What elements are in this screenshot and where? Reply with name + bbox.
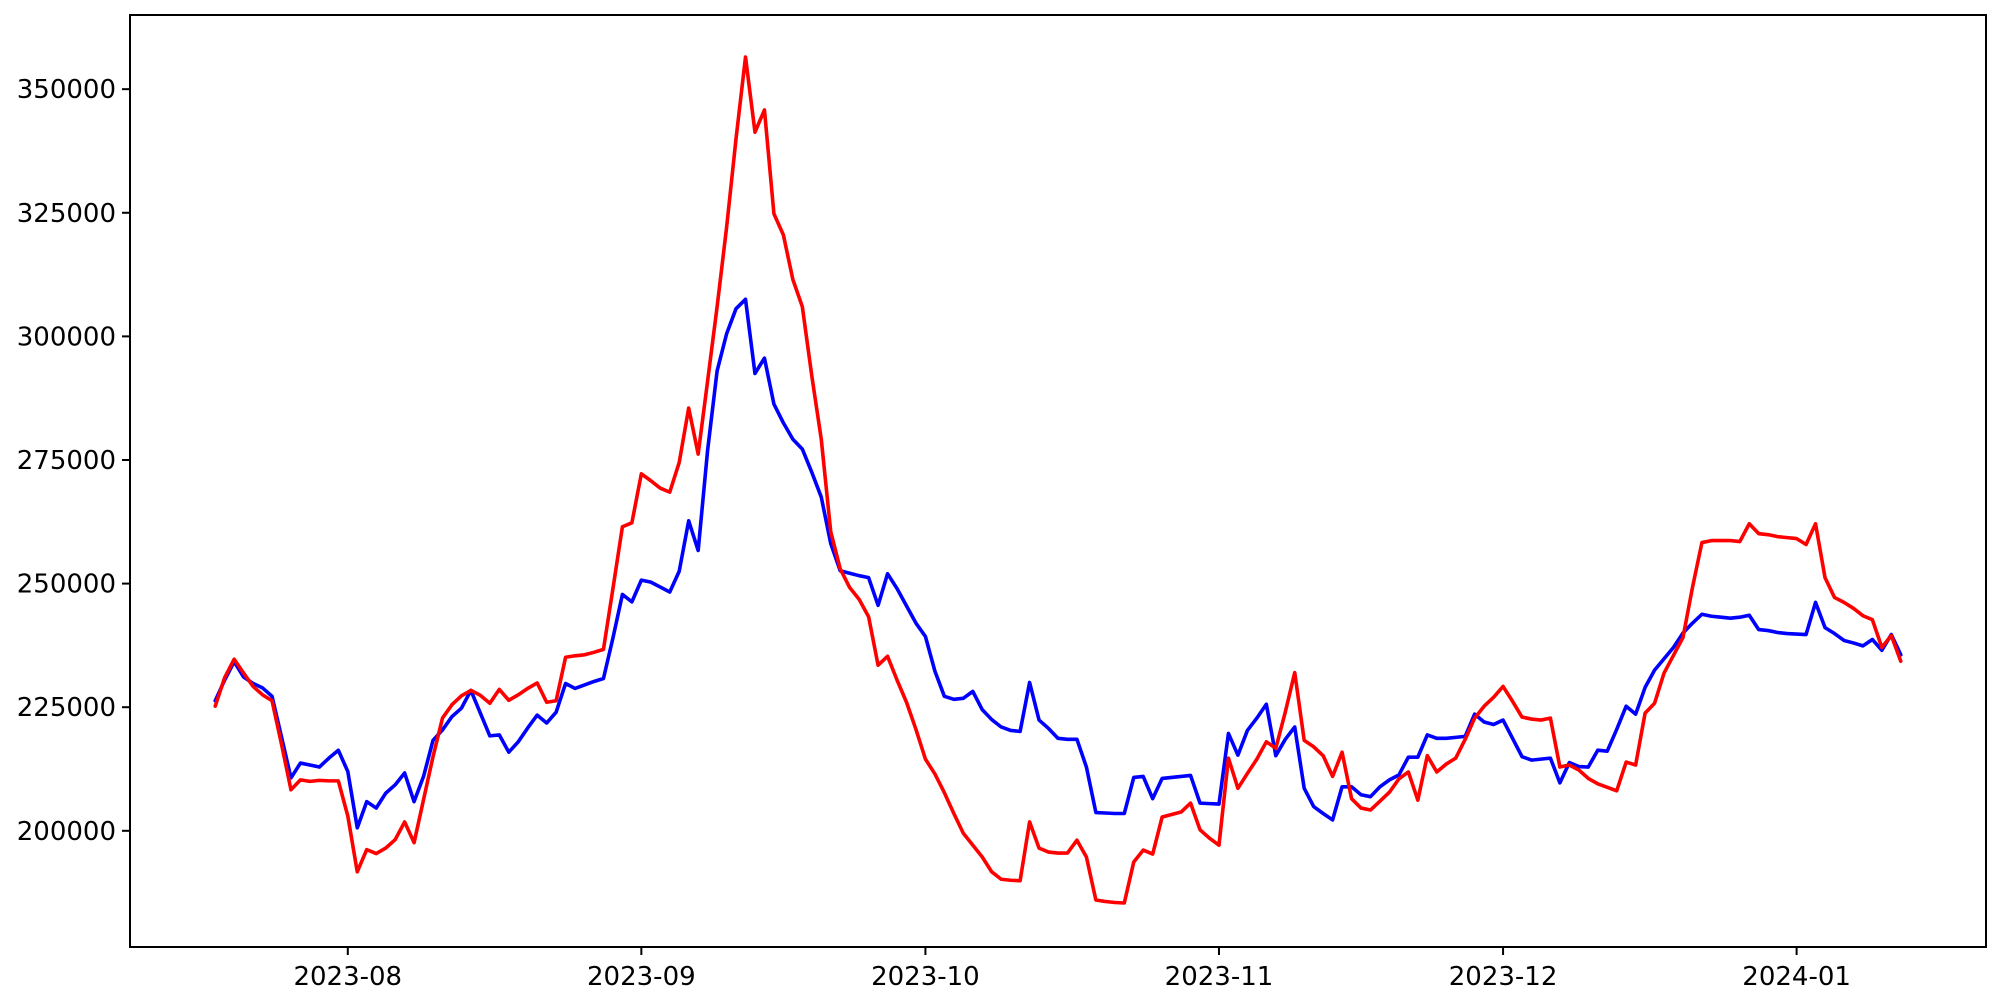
x-tick-label: 2023-09 xyxy=(587,962,696,992)
y-tick-label: 350000 xyxy=(17,75,116,105)
y-tick-label: 325000 xyxy=(17,199,116,229)
y-tick-label: 300000 xyxy=(17,322,116,352)
y-tick-label: 275000 xyxy=(17,446,116,476)
x-tick-label: 2023-11 xyxy=(1165,962,1274,992)
x-tick-label: 2023-10 xyxy=(871,962,980,992)
x-tick-label: 2024-01 xyxy=(1742,962,1851,992)
series-red-line xyxy=(213,55,1903,905)
y-tick-label: 200000 xyxy=(17,817,116,847)
y-tick-label: 250000 xyxy=(17,570,116,600)
x-tick-label: 2023-12 xyxy=(1449,962,1558,992)
x-tick-label: 2023-08 xyxy=(293,962,402,992)
plot-border xyxy=(129,14,1987,948)
y-tick-label: 225000 xyxy=(17,693,116,723)
series-blue-line xyxy=(213,297,1903,830)
